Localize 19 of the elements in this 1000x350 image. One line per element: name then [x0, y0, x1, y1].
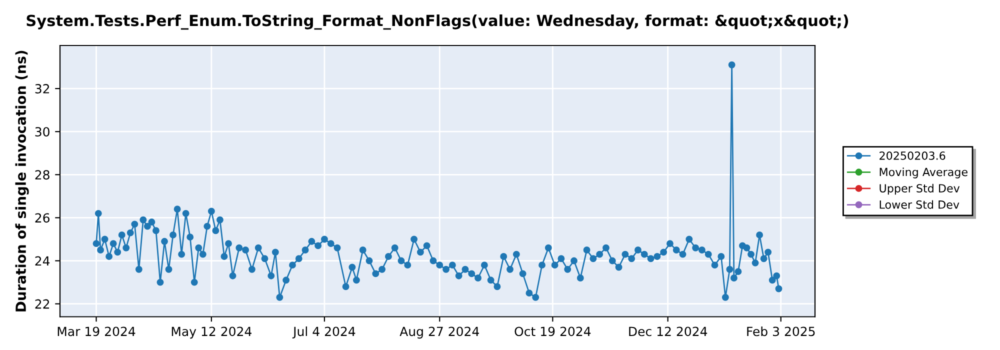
y-tick-label: 24	[35, 256, 50, 266]
x-tick-label: Mar 19 2024	[58, 326, 136, 336]
x-tick-label: Dec 12 2024	[629, 326, 708, 336]
y-tick-label: 22	[35, 299, 50, 309]
legend-label: Upper Std Dev	[880, 184, 960, 195]
y-axis-title: Duration of single invocation (ns)	[15, 50, 29, 312]
y-tick-label: 28	[35, 170, 50, 180]
x-tick-label: May 12 2024	[172, 326, 252, 339]
x-tick-label: Aug 27 2024	[400, 326, 479, 339]
legend-label: 20250203.6	[880, 151, 946, 160]
y-tick-label: 26	[35, 213, 50, 223]
chart-title: System.Tests.Perf_Enum.ToString_Format_NonFlags(value: Wednesday, format: &quot;x&quot;)	[26, 14, 848, 30]
x-tick-label: Oct 19 2024	[514, 326, 591, 336]
x-tick-label: Feb 3 2025	[747, 326, 815, 336]
x-tick-label: Jul 4 2024	[292, 326, 356, 338]
legend-label: Moving Average	[880, 168, 968, 178]
y-tick-label: 32	[35, 84, 50, 94]
legend-label: Lower Std Dev	[880, 200, 960, 209]
y-tick-label: 30	[35, 127, 50, 137]
